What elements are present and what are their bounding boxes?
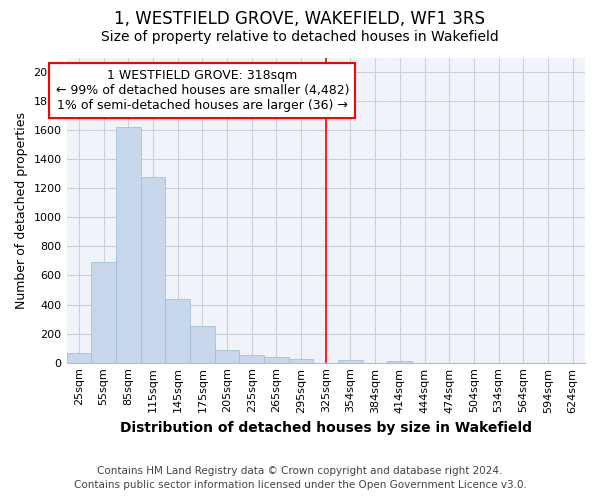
Text: Size of property relative to detached houses in Wakefield: Size of property relative to detached ho… [101,30,499,44]
X-axis label: Distribution of detached houses by size in Wakefield: Distribution of detached houses by size … [120,421,532,435]
Bar [190,326,215,362]
Bar [338,360,363,362]
Bar [116,126,140,362]
Text: Contains HM Land Registry data © Crown copyright and database right 2024.: Contains HM Land Registry data © Crown c… [97,466,503,476]
Y-axis label: Number of detached properties: Number of detached properties [15,112,28,308]
Text: 1 WESTFIELD GROVE: 318sqm
← 99% of detached houses are smaller (4,482)
1% of sem: 1 WESTFIELD GROVE: 318sqm ← 99% of detac… [56,69,349,112]
Text: 1, WESTFIELD GROVE, WAKEFIELD, WF1 3RS: 1, WESTFIELD GROVE, WAKEFIELD, WF1 3RS [115,10,485,28]
Bar [239,354,264,362]
Bar [289,359,313,362]
Bar [215,350,239,362]
Bar [91,262,116,362]
Bar [140,176,165,362]
Bar [264,357,289,362]
Bar [165,300,190,362]
Text: Contains public sector information licensed under the Open Government Licence v3: Contains public sector information licen… [74,480,526,490]
Bar [67,353,91,362]
Bar [388,360,412,362]
